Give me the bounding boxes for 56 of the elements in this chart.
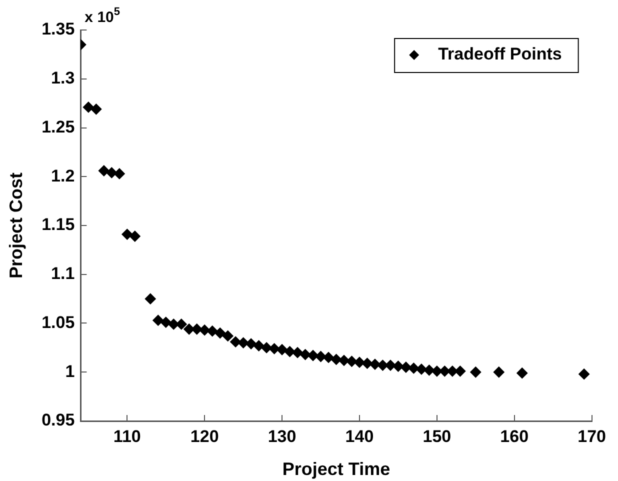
point xyxy=(90,104,102,115)
point xyxy=(470,366,482,378)
point xyxy=(408,362,420,374)
point xyxy=(330,354,342,365)
point xyxy=(346,356,358,367)
y-tick-label: 1.05 xyxy=(42,312,75,332)
point xyxy=(308,350,319,362)
point xyxy=(114,168,125,180)
point xyxy=(377,360,388,371)
x-tick-label: 140 xyxy=(345,426,374,446)
y-tick-label: 0.95 xyxy=(42,410,75,430)
x-tick-label: 150 xyxy=(422,426,452,446)
point xyxy=(214,328,226,339)
point xyxy=(106,167,118,178)
x-tick-label: 110 xyxy=(113,426,141,446)
point xyxy=(268,343,280,354)
y-tick-label: 1.35 xyxy=(42,20,75,39)
point xyxy=(98,165,110,176)
point xyxy=(82,102,94,113)
point xyxy=(238,337,249,348)
point xyxy=(354,356,365,368)
point xyxy=(246,338,257,350)
point xyxy=(129,230,140,242)
y-tick-label: 1.3 xyxy=(51,68,75,88)
point xyxy=(516,368,528,379)
x-tick-label: 170 xyxy=(578,426,606,446)
y-tick-label: 1 xyxy=(65,362,75,381)
point xyxy=(253,340,264,352)
point xyxy=(454,366,466,377)
point xyxy=(276,344,288,356)
point xyxy=(152,314,164,326)
point xyxy=(323,352,334,363)
y-tick-label: 1.25 xyxy=(42,117,75,136)
legend-label: Tradeoff Points xyxy=(438,44,562,64)
x-tick-label: 160 xyxy=(500,426,529,446)
y-tick-label: 1.15 xyxy=(42,215,75,234)
point xyxy=(493,366,504,378)
x-tick-label: 120 xyxy=(190,426,219,446)
y-axis-title: Project Cost xyxy=(6,172,26,279)
point xyxy=(206,326,218,337)
point xyxy=(284,346,296,358)
point xyxy=(144,293,156,304)
point xyxy=(199,324,210,336)
point xyxy=(160,316,172,328)
y-tick-label: 1.1 xyxy=(51,264,75,284)
point xyxy=(362,358,373,369)
point xyxy=(424,364,435,376)
y-tick-label: 1.2 xyxy=(51,166,75,186)
x-tick-label: 130 xyxy=(268,426,296,446)
point xyxy=(292,347,304,358)
point xyxy=(338,354,350,366)
x-axis-title: Project Time xyxy=(282,459,390,480)
point xyxy=(578,368,590,380)
point xyxy=(222,330,234,342)
point xyxy=(122,228,133,240)
point xyxy=(392,360,404,372)
